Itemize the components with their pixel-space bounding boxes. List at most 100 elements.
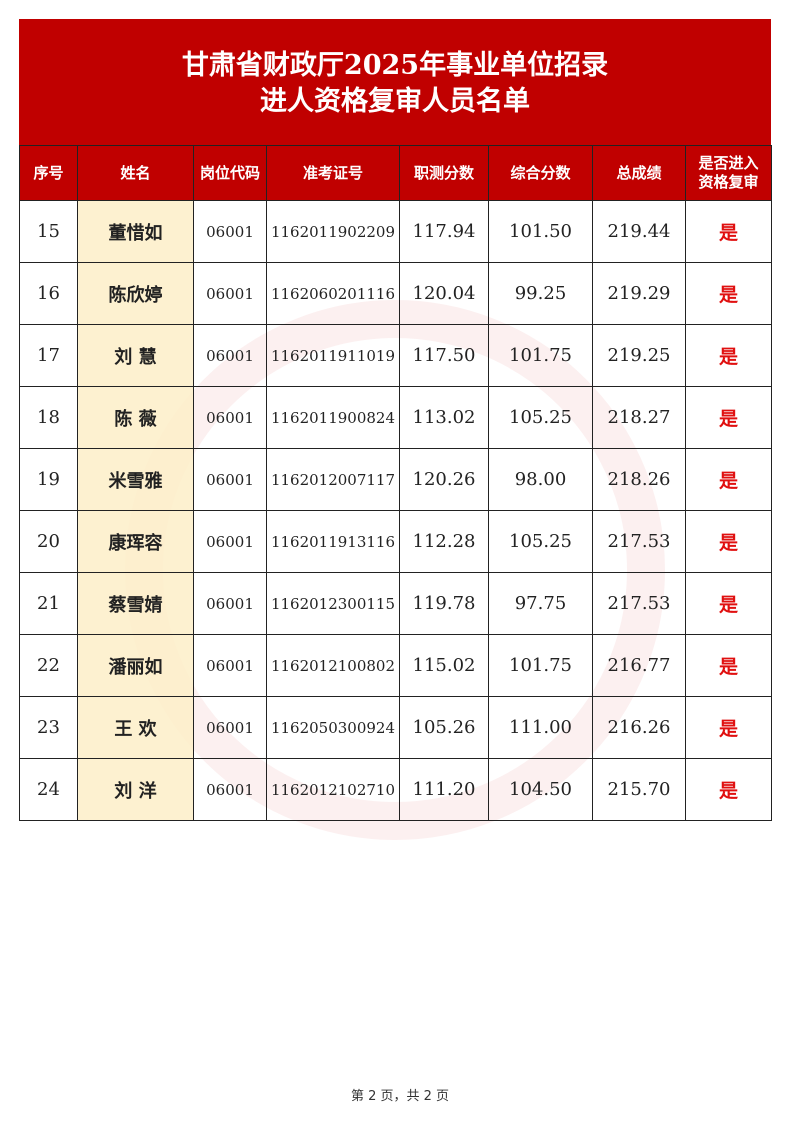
cell-name: 董惜如 [77,200,194,263]
cell-total-score: 216.77 [592,634,686,697]
cell-name: 潘丽如 [77,634,194,697]
cell-total-score: 217.53 [592,510,686,573]
cell-name: 刘 洋 [77,758,194,821]
cell-ticket-number: 1162012102710 [266,758,400,821]
cell-index: 15 [19,200,78,263]
cell-ticket-number: 1162011911019 [266,324,400,387]
cell-name: 蔡雪婧 [77,572,194,635]
cell-aptitude-score: 105.26 [399,696,489,759]
cell-review-status: 是 [685,510,772,573]
table-row: 20 康珲容 06001 1162011913116 112.28 105.25 217.5… [19,510,772,573]
cell-comprehensive-score: 105.25 [488,386,593,449]
cell-aptitude-score: 115.02 [399,634,489,697]
cell-position-code: 06001 [193,200,267,263]
table-row: 18 陈 薇 06001 1162011900824 113.02 105.25 218.2… [19,386,772,449]
cell-total-score: 219.25 [592,324,686,387]
cell-position-code: 06001 [193,448,267,511]
page-footer: 第 2 页，共 2 页 [350,1089,450,1104]
cell-aptitude-score: 111.20 [399,758,489,821]
cell-position-code: 06001 [193,696,267,759]
cell-comprehensive-score: 111.00 [488,696,593,759]
cell-review-status: 是 [685,324,772,387]
header-name: 姓名 [77,145,194,201]
table-header-row: 序号 姓名 岗位代码 准考证号 职测分数 综合分数 总成绩 是否进入资格复审 [19,145,772,201]
header-aptitude-score: 职测分数 [399,145,489,201]
cell-total-score: 218.26 [592,448,686,511]
cell-aptitude-score: 120.04 [399,262,489,325]
cell-aptitude-score: 119.78 [399,572,489,635]
cell-total-score: 219.44 [592,200,686,263]
cell-review-status: 是 [685,758,772,821]
table-row: 15 董惜如 06001 1162011902209 117.94 101.50 219.4… [19,200,772,263]
cell-position-code: 06001 [193,634,267,697]
cell-name: 陈 薇 [77,386,194,449]
cell-name: 王 欢 [77,696,194,759]
cell-comprehensive-score: 101.75 [488,634,593,697]
header-position-code: 岗位代码 [193,145,267,201]
cell-index: 23 [19,696,78,759]
cell-index: 16 [19,262,78,325]
cell-index: 18 [19,386,78,449]
table-row: 22 潘丽如 06001 1162012100802 115.02 101.75 216.7… [19,634,772,697]
cell-position-code: 06001 [193,386,267,449]
cell-index: 19 [19,448,78,511]
title-line-1: 甘肃省财政厅2025年事业单位招录 [181,50,609,81]
cell-ticket-number: 1162011900824 [266,386,400,449]
table-row: 21 蔡雪婧 06001 1162012300115 119.78 97.75 217.53… [19,572,772,635]
cell-total-score: 219.29 [592,262,686,325]
cell-name: 米雪雅 [77,448,194,511]
table-row: 17 刘 慧 06001 1162011911019 117.50 101.75 219.2… [19,324,772,387]
cell-ticket-number: 1162012100802 [266,634,400,697]
header-index: 序号 [19,145,78,201]
cell-ticket-number: 1162050300924 [266,696,400,759]
cell-index: 20 [19,510,78,573]
cell-aptitude-score: 113.02 [399,386,489,449]
candidate-table: 序号 姓名 岗位代码 准考证号 职测分数 综合分数 总成绩 是否进入资格复审 1… [19,145,772,821]
cell-comprehensive-score: 101.50 [488,200,593,263]
header-ticket-number: 准考证号 [266,145,400,201]
cell-position-code: 06001 [193,262,267,325]
cell-review-status: 是 [685,696,772,759]
cell-comprehensive-score: 98.00 [488,448,593,511]
cell-review-status: 是 [685,386,772,449]
table-row: 16 陈欣婷 06001 1162060201116 120.04 99.25 219.29… [19,262,772,325]
cell-total-score: 218.27 [592,386,686,449]
header-comprehensive-score: 综合分数 [488,145,593,201]
cell-aptitude-score: 120.26 [399,448,489,511]
cell-ticket-number: 1162012300115 [266,572,400,635]
cell-index: 22 [19,634,78,697]
cell-name: 康珲容 [77,510,194,573]
cell-comprehensive-score: 99.25 [488,262,593,325]
cell-ticket-number: 1162060201116 [266,262,400,325]
cell-ticket-number: 1162011902209 [266,200,400,263]
cell-aptitude-score: 112.28 [399,510,489,573]
cell-position-code: 06001 [193,324,267,387]
title-line-2: 进人资格复审人员名单 [260,86,530,117]
cell-ticket-number: 1162012007117 [266,448,400,511]
cell-position-code: 06001 [193,758,267,821]
cell-name: 陈欣婷 [77,262,194,325]
cell-review-status: 是 [685,634,772,697]
cell-review-status: 是 [685,262,772,325]
cell-name: 刘 慧 [77,324,194,387]
cell-comprehensive-score: 97.75 [488,572,593,635]
header-review-status: 是否进入资格复审 [685,145,772,201]
cell-review-status: 是 [685,572,772,635]
table-row: 24 刘 洋 06001 1162012102710 111.20 104.50 215.7… [19,758,772,821]
cell-ticket-number: 1162011913116 [266,510,400,573]
cell-review-status: 是 [685,200,772,263]
cell-comprehensive-score: 104.50 [488,758,593,821]
cell-total-score: 215.70 [592,758,686,821]
cell-total-score: 216.26 [592,696,686,759]
cell-review-status: 是 [685,448,772,511]
table-row: 19 米雪雅 06001 1162012007117 120.26 98.00 218.26… [19,448,772,511]
header-total-score: 总成绩 [592,145,686,201]
cell-index: 21 [19,572,78,635]
cell-index: 24 [19,758,78,821]
cell-total-score: 217.53 [592,572,686,635]
table-row: 23 王 欢 06001 1162050300924 105.26 111.00 216.2… [19,696,772,759]
cell-position-code: 06001 [193,510,267,573]
document-title: 甘肃省财政厅2025年事业单位招录 进人资格复审人员名单 [19,19,771,145]
cell-index: 17 [19,324,78,387]
cell-aptitude-score: 117.50 [399,324,489,387]
